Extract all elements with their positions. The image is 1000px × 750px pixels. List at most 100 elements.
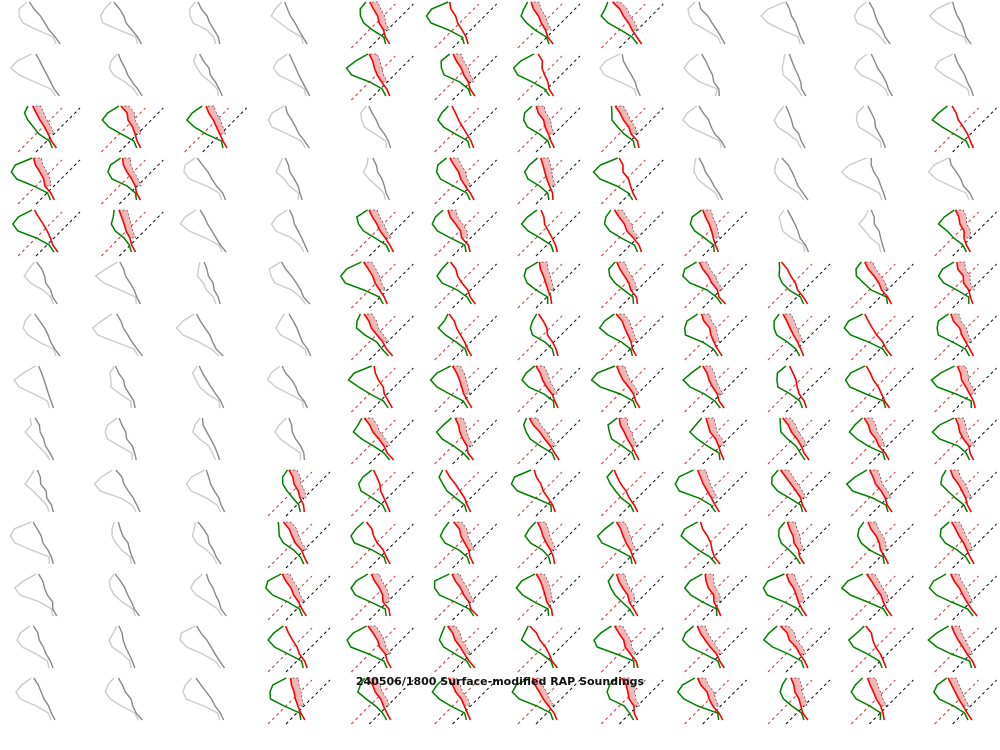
inactive-dewpoint-line [179,625,222,669]
dewpoint-line [438,625,472,669]
inactive-temperature-line [700,53,720,97]
temperature-line [698,261,727,305]
isotherm-warm-line [350,679,396,725]
sounding-cell [517,313,581,361]
dewpoint-line [23,105,54,149]
sounding-cell [347,365,414,413]
sounding-cell [108,53,143,97]
inactive-temperature-line [199,209,227,253]
inactive-temperature-line [33,677,56,721]
sounding-cell [687,1,726,45]
inactive-dewpoint-line [175,313,220,357]
sounding-cell [681,261,747,309]
temperature-line [615,521,637,565]
sounding-cell [593,625,664,673]
isotherm-zero-line [785,315,831,361]
sounding-cell [517,261,581,309]
isotherm-zero-line [702,211,747,257]
inactive-temperature-line [281,365,309,409]
isotherm-warm-line [434,3,480,49]
isotherm-warm-line [767,523,813,569]
dewpoint-line [521,365,555,409]
inactive-temperature-line [34,313,61,357]
temperature-line [368,1,391,45]
isotherm-zero-line [452,55,498,101]
sounding-cell [600,417,664,465]
isotherm-warm-line [850,575,896,621]
sounding-cell [91,313,144,357]
sounding-cell [855,105,887,149]
dewpoint-line [522,105,552,149]
sounding-cell [683,313,747,361]
cape-fill [120,105,142,135]
sounding-cell [600,469,664,517]
dewpoint-line [840,573,889,617]
isotherm-zero-line [952,263,997,309]
sounding-cell [13,573,58,617]
sounding-cell [268,261,311,305]
inactive-temperature-line [196,625,226,669]
sounding-cell [773,157,809,201]
isotherm-zero-line [368,575,414,621]
cape-fill [611,1,639,31]
isotherm-warm-line [767,315,813,361]
sounding-cell [434,261,498,309]
temperature-line [950,573,978,617]
sounding-cell [100,209,164,257]
dewpoint-line [682,365,721,409]
sounding-cell [350,209,414,257]
inactive-temperature-line [118,417,137,461]
sounding-cell [934,209,997,257]
cape-fill [864,261,888,291]
temperature-line [779,625,809,669]
sounding-cell [767,521,831,569]
isotherm-zero-line [535,107,581,153]
dewpoint-line [762,573,804,617]
dewpoint-line [773,313,801,357]
sounding-cell [850,261,914,309]
isotherm-zero-line [702,367,747,413]
dewpoint-line [598,313,634,357]
inactive-dewpoint-line [189,573,223,617]
isotherm-zero-line [702,679,747,725]
isotherm-warm-line [767,575,813,621]
isotherm-zero-line [618,679,664,725]
isotherm-warm-line [267,523,313,569]
cape-fill [698,261,724,291]
sounding-cell [683,573,747,621]
isotherm-zero-line [868,679,914,725]
isotherm-warm-line [684,419,729,465]
dewpoint-line [779,417,806,461]
dewpoint-line [779,677,805,721]
sounding-cell [267,625,331,673]
isotherm-zero-line [618,575,664,621]
inactive-temperature-line [284,1,308,45]
temperature-line [780,261,809,305]
sounding-cell [275,157,303,201]
inactive-dewpoint-line [191,521,218,565]
inactive-dewpoint-line [858,209,882,253]
sounding-cell [267,469,331,517]
isotherm-zero-line [952,575,997,621]
temperature-line [368,209,395,253]
isotherm-warm-line [767,263,813,309]
isotherm-zero-line [368,367,414,413]
sounding-cell [767,365,831,413]
sounding-cell [767,417,831,465]
temperature-line [702,365,725,409]
sounding-cell [853,1,891,45]
sounding-cell [431,209,498,257]
inactive-dewpoint-line [853,53,890,97]
dewpoint-line [440,53,472,97]
isotherm-zero-line [35,159,81,205]
cape-fill [368,209,392,239]
dewpoint-line [680,521,717,565]
isotherm-warm-line [934,107,979,153]
dewpoint-line [927,625,973,669]
temperature-line [704,573,722,617]
isotherm-zero-line [702,575,747,621]
inactive-dewpoint-line [192,53,219,97]
inactive-temperature-line [116,313,144,357]
dewpoint-line [610,105,636,149]
sounding-cell [429,365,498,413]
